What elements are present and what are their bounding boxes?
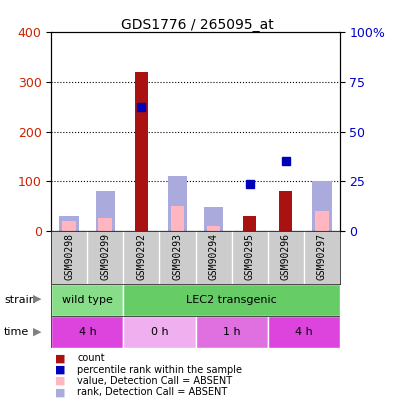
Text: ■: ■ <box>55 388 66 397</box>
Bar <box>196 316 267 348</box>
Text: ▶: ▶ <box>33 326 42 336</box>
Text: ■: ■ <box>55 365 66 375</box>
Text: GSM90294: GSM90294 <box>209 233 218 281</box>
Bar <box>167 176 187 231</box>
Text: time: time <box>4 327 29 337</box>
Text: 0 h: 0 h <box>150 327 168 337</box>
Bar <box>96 191 115 231</box>
Text: GSM90299: GSM90299 <box>100 233 111 281</box>
Bar <box>98 218 112 231</box>
Bar <box>171 206 184 231</box>
Text: GSM90293: GSM90293 <box>173 233 182 281</box>
Bar <box>51 316 123 348</box>
Text: GSM90295: GSM90295 <box>245 233 255 281</box>
Bar <box>60 216 79 231</box>
Text: 4 h: 4 h <box>79 327 96 337</box>
Bar <box>62 221 76 231</box>
Text: GSM90296: GSM90296 <box>280 233 291 281</box>
Text: GDS1776 / 265095_at: GDS1776 / 265095_at <box>121 18 274 32</box>
Bar <box>243 216 256 231</box>
Text: ▶: ▶ <box>33 294 42 304</box>
Text: LEC2 transgenic: LEC2 transgenic <box>186 295 277 305</box>
Bar <box>123 316 196 348</box>
Text: rank, Detection Call = ABSENT: rank, Detection Call = ABSENT <box>77 388 227 397</box>
Bar <box>135 72 148 231</box>
Text: GSM90292: GSM90292 <box>136 233 147 281</box>
Text: 4 h: 4 h <box>295 327 312 337</box>
Bar <box>204 207 224 231</box>
Bar <box>279 191 292 231</box>
Text: count: count <box>77 354 105 363</box>
Bar <box>51 284 123 316</box>
Text: GSM90297: GSM90297 <box>317 233 327 281</box>
Bar <box>207 226 220 231</box>
Text: strain: strain <box>4 295 36 305</box>
Text: value, Detection Call = ABSENT: value, Detection Call = ABSENT <box>77 376 232 386</box>
Bar <box>315 211 329 231</box>
Text: ■: ■ <box>55 376 66 386</box>
Bar <box>312 181 331 231</box>
Text: percentile rank within the sample: percentile rank within the sample <box>77 365 242 375</box>
Bar <box>268 316 340 348</box>
Text: wild type: wild type <box>62 295 113 305</box>
Text: GSM90298: GSM90298 <box>64 233 74 281</box>
Bar <box>123 284 340 316</box>
Text: 1 h: 1 h <box>223 327 241 337</box>
Text: ■: ■ <box>55 354 66 363</box>
